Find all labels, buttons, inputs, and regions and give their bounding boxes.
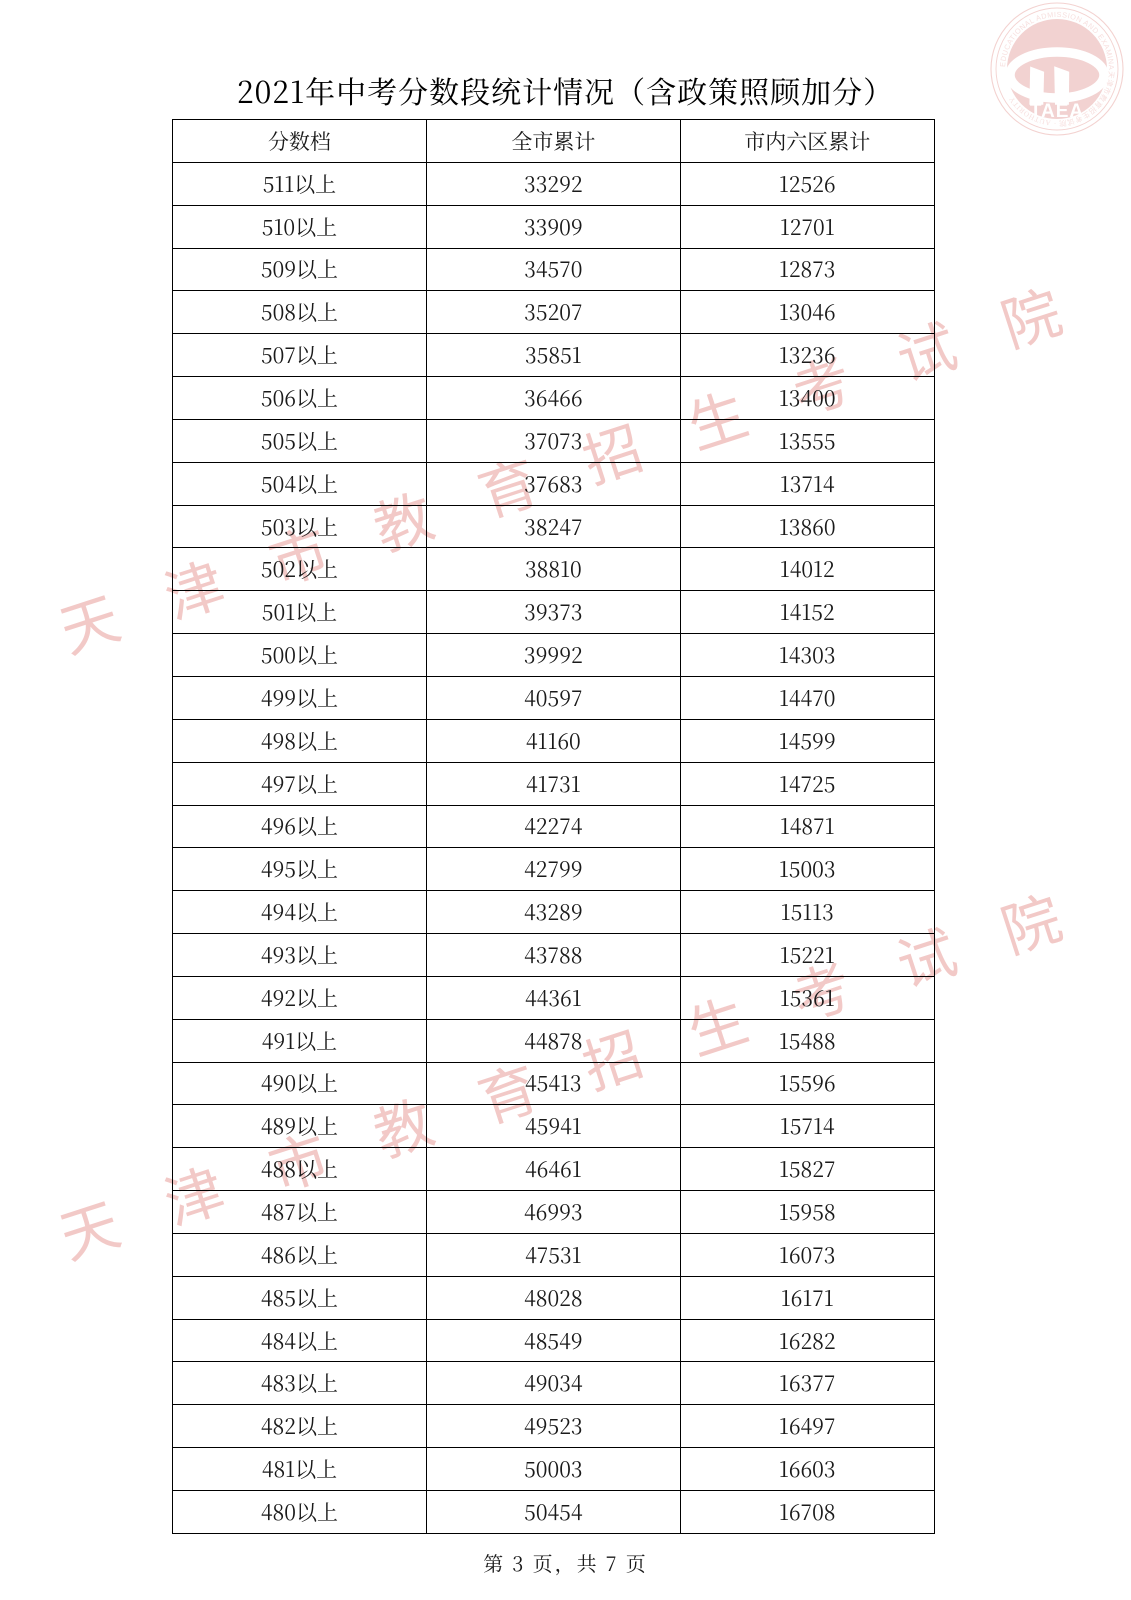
svg-text:TAEA: TAEA	[1030, 101, 1084, 122]
